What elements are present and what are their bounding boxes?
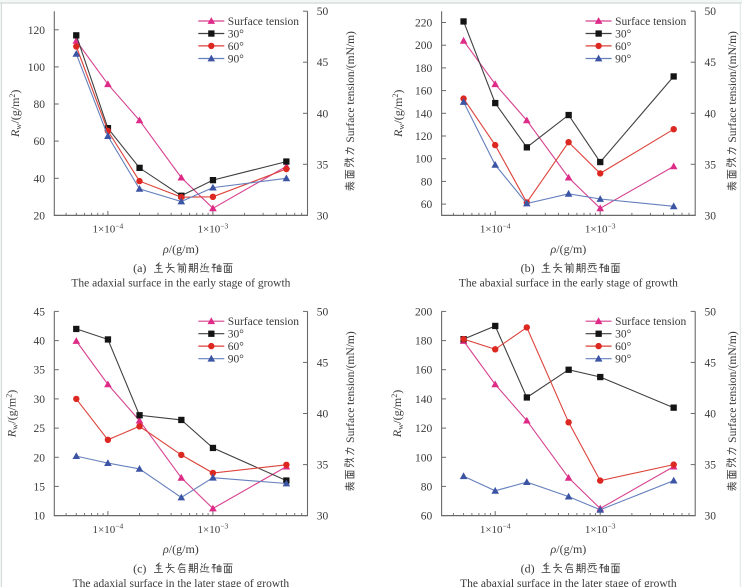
svg-text:180: 180 xyxy=(415,336,433,348)
svg-text:35: 35 xyxy=(705,460,717,472)
svg-text:30°: 30° xyxy=(615,329,632,341)
svg-text:40: 40 xyxy=(34,336,46,348)
svg-text:ρ/(g/m): ρ/(g/m) xyxy=(162,542,199,556)
svg-text:120: 120 xyxy=(415,131,433,143)
svg-text:100: 100 xyxy=(415,452,433,464)
svg-text:50: 50 xyxy=(705,306,717,318)
svg-text:The abaxial surface in the lat: The abaxial surface in the later stage o… xyxy=(460,578,677,587)
svg-text:50: 50 xyxy=(705,6,717,18)
svg-text:Rw/(g/m2): Rw/(g/m2) xyxy=(8,90,23,138)
svg-text:80: 80 xyxy=(421,176,433,188)
svg-text:30°: 30° xyxy=(228,329,245,341)
svg-text:90°: 90° xyxy=(615,54,632,66)
svg-text:45: 45 xyxy=(34,306,46,318)
svg-text:15: 15 xyxy=(34,481,46,493)
svg-text:50: 50 xyxy=(317,6,329,18)
svg-text:40: 40 xyxy=(34,173,46,185)
svg-text:220: 220 xyxy=(415,18,433,30)
svg-text:Surface tension: Surface tension xyxy=(615,16,686,28)
svg-text:80: 80 xyxy=(421,481,433,493)
svg-text:30°: 30° xyxy=(615,29,632,41)
svg-text:(b): (b) xyxy=(521,261,535,275)
svg-text:Surface tension/(mN/m): Surface tension/(mN/m) xyxy=(345,331,357,443)
svg-text:35: 35 xyxy=(705,159,717,171)
svg-text:Rw/(g/m2): Rw/(g/m2) xyxy=(390,390,405,438)
svg-text:200: 200 xyxy=(415,306,433,318)
svg-text:Rw/(g/m2): Rw/(g/m2) xyxy=(5,390,20,438)
svg-text:Surface tension/(mN/m): Surface tension/(mN/m) xyxy=(727,331,739,443)
svg-text:100: 100 xyxy=(28,62,46,74)
svg-text:45: 45 xyxy=(705,357,717,369)
svg-text:40: 40 xyxy=(705,409,717,421)
svg-text:Rw/(g/m2): Rw/(g/m2) xyxy=(391,90,406,138)
svg-text:60: 60 xyxy=(34,136,46,148)
svg-text:50: 50 xyxy=(317,306,329,318)
svg-text:The abaxial surface in the ear: The abaxial surface in the early stage o… xyxy=(459,278,678,290)
svg-text:10: 10 xyxy=(34,511,46,523)
svg-text:Surface tension: Surface tension xyxy=(615,316,686,328)
svg-text:40: 40 xyxy=(317,108,329,120)
svg-text:160: 160 xyxy=(415,86,433,98)
svg-text:100: 100 xyxy=(415,154,433,166)
svg-text:30: 30 xyxy=(317,210,329,222)
svg-text:180: 180 xyxy=(415,63,433,75)
svg-text:45: 45 xyxy=(317,57,329,69)
svg-text:The adaxial surface in the ear: The adaxial surface in the early stage o… xyxy=(71,278,290,290)
svg-text:35: 35 xyxy=(34,365,46,377)
svg-text:Surface tension: Surface tension xyxy=(228,316,299,328)
svg-text:160: 160 xyxy=(415,365,433,377)
svg-text:60: 60 xyxy=(421,199,433,211)
svg-text:140: 140 xyxy=(415,394,433,406)
svg-text:(a): (a) xyxy=(133,261,146,275)
svg-text:25: 25 xyxy=(34,423,46,435)
svg-text:(d): (d) xyxy=(521,561,535,575)
svg-text:40: 40 xyxy=(705,108,717,120)
svg-text:30: 30 xyxy=(34,394,46,406)
svg-text:35: 35 xyxy=(317,460,329,472)
svg-text:60°: 60° xyxy=(228,341,245,353)
svg-text:90°: 90° xyxy=(228,54,245,66)
svg-text:60°: 60° xyxy=(615,341,632,353)
svg-text:30: 30 xyxy=(705,511,717,523)
svg-text:30: 30 xyxy=(705,210,717,222)
svg-text:90°: 90° xyxy=(615,354,632,366)
svg-text:Surface tension/(mN/m): Surface tension/(mN/m) xyxy=(345,31,357,143)
svg-text:ρ/(g/m): ρ/(g/m) xyxy=(550,242,587,256)
svg-text:ρ/(g/m): ρ/(g/m) xyxy=(162,242,199,256)
svg-text:30: 30 xyxy=(317,511,329,523)
svg-text:140: 140 xyxy=(415,108,433,120)
svg-text:200: 200 xyxy=(415,40,433,52)
svg-text:Surface tension: Surface tension xyxy=(228,16,299,28)
svg-text:45: 45 xyxy=(705,57,717,69)
svg-text:120: 120 xyxy=(28,25,46,37)
svg-text:30°: 30° xyxy=(228,29,245,41)
svg-text:ρ/(g/m): ρ/(g/m) xyxy=(550,542,587,556)
svg-text:60: 60 xyxy=(421,511,433,523)
svg-text:40: 40 xyxy=(317,409,329,421)
svg-text:60°: 60° xyxy=(615,41,632,53)
svg-text:The adaxial surface in the lat: The adaxial surface in the later stage o… xyxy=(73,578,290,587)
svg-text:Surface tension/(mN/m): Surface tension/(mN/m) xyxy=(727,31,739,143)
svg-text:90°: 90° xyxy=(228,354,245,366)
svg-text:(c): (c) xyxy=(133,561,146,575)
svg-text:20: 20 xyxy=(34,452,46,464)
svg-text:120: 120 xyxy=(415,423,433,435)
svg-text:20: 20 xyxy=(34,210,46,222)
svg-text:45: 45 xyxy=(317,357,329,369)
svg-text:60°: 60° xyxy=(228,41,245,53)
svg-text:80: 80 xyxy=(34,99,46,111)
svg-text:35: 35 xyxy=(317,159,329,171)
